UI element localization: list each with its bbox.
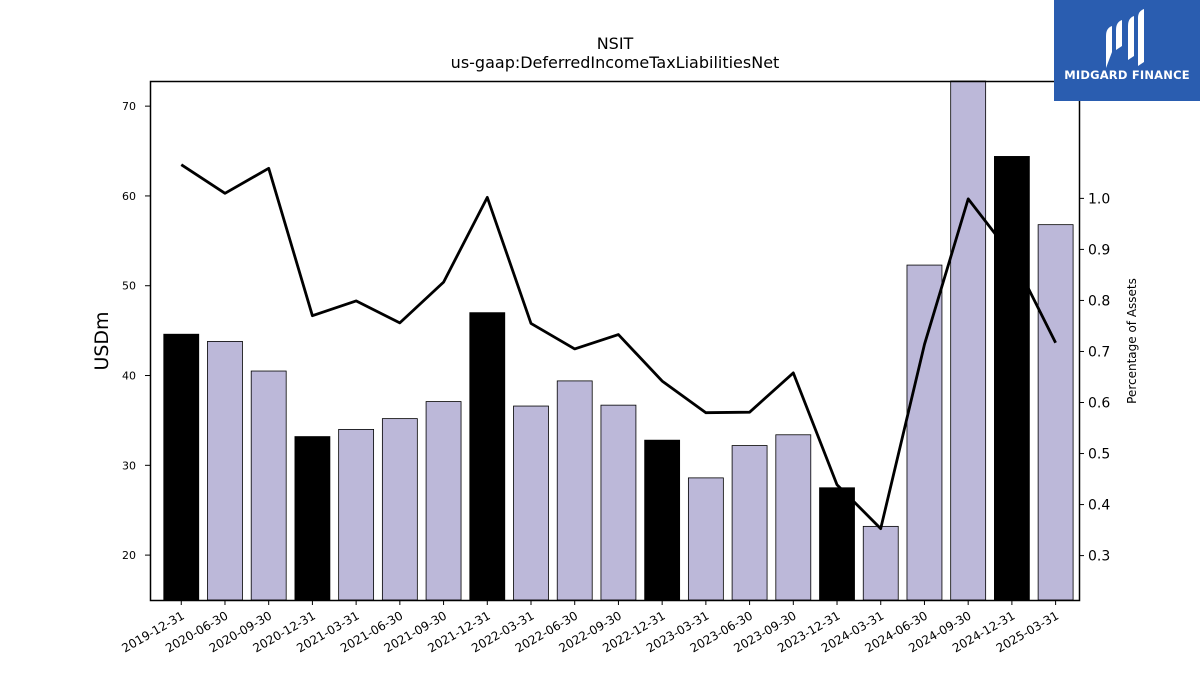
y2-tick-label: 0.3 [1088,549,1110,565]
chart-subtitle: us-gaap:DeferredIncomeTaxLiabilitiesNet [451,53,780,72]
y-tick-label: 60 [122,190,136,203]
brand-logo: MIDGARD FINANCE [1054,0,1200,101]
plot-frame [149,80,1081,602]
line-layer [180,163,1057,530]
y-tick-label: 30 [122,459,136,472]
bar [469,312,506,601]
bars-layer [163,80,1074,601]
bar [163,333,200,601]
bar [862,525,899,601]
y-axis-label: USDm [91,311,113,370]
brand-name: MIDGARD FINANCE [1064,68,1190,82]
bar [906,264,943,601]
bar [731,445,768,601]
bar [338,428,375,601]
y-tick-label: 70 [122,100,136,113]
y2-tick-label: 0.9 [1088,242,1110,258]
bar [556,380,593,601]
bar [381,418,418,601]
bar [644,439,681,601]
y2-tick-label: 0.5 [1088,447,1110,463]
y2-tick-label: 0.8 [1088,293,1110,309]
bar [1037,224,1074,601]
y-tick-label: 50 [122,280,136,293]
bar [994,156,1030,601]
y2-tick-label: 0.6 [1088,396,1110,412]
bar [775,434,812,601]
bar [294,436,331,601]
bar [819,487,855,601]
bar [600,404,637,601]
y2-tick-label: 0.7 [1088,344,1110,360]
bar [250,370,287,601]
y-tick-label: 40 [122,370,136,383]
series-line [180,163,1057,530]
bar [687,477,724,601]
chart-title: NSIT [597,34,634,53]
brand-mark-icon [1106,9,1144,68]
bar [513,405,549,601]
bar [950,80,987,601]
y2-tick-label: 0.4 [1088,498,1110,514]
bar [425,401,462,601]
y2-tick-label: 1.0 [1088,191,1110,207]
y-tick-label: 20 [122,549,136,562]
y2-axis-label: Percentage of Assets [1125,278,1139,404]
bar [207,340,243,601]
